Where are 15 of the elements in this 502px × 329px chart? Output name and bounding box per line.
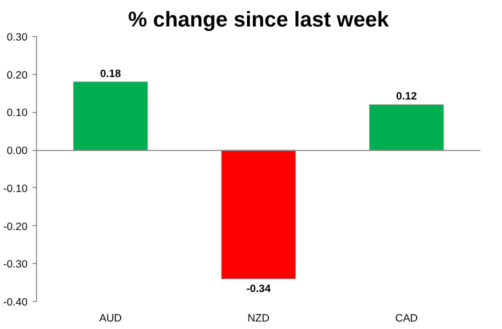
- y-tick-label: -0.30: [3, 258, 28, 271]
- y-tick-label: -0.40: [3, 296, 28, 308]
- x-tick-label: NZD: [248, 312, 270, 324]
- x-tick-label: AUD: [99, 312, 122, 324]
- y-tick-label: 0.30: [6, 32, 28, 44]
- chart-title: % change since last week: [128, 8, 390, 32]
- y-tick-label: 0.20: [6, 69, 28, 82]
- y-tick-label: -0.10: [3, 182, 28, 195]
- x-tick-label: CAD: [395, 312, 418, 324]
- data-label: 0.18: [100, 68, 121, 80]
- y-tick-label: 0.10: [6, 107, 28, 120]
- data-label: 0.12: [396, 90, 417, 103]
- y-tick-label: 0.00: [6, 145, 28, 158]
- y-tick-label: -0.20: [3, 220, 28, 233]
- data-label: -0.34: [246, 282, 271, 295]
